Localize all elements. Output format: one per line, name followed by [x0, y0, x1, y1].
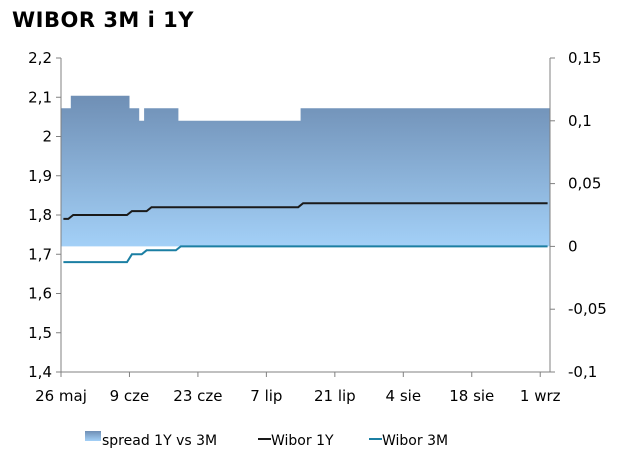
y-left-tick-label: 1,4	[28, 363, 52, 381]
y-right-tick-label: -0,05	[568, 300, 607, 318]
axes: 1,4 1,5 1,6 1,7 1,8 1,9 2 2,1 2,2 -0,1 -0,05 0 0,05 0…	[28, 49, 607, 405]
legend-label: Wibor 1Y	[271, 433, 334, 449]
y-right-tick-label: 0	[568, 237, 578, 255]
y-left-tick-label: 1,6	[28, 285, 52, 303]
legend-swatch-spread	[85, 431, 101, 441]
y-left-tick-label: 1,8	[28, 206, 52, 224]
y-right-tick-label: -0,1	[568, 363, 597, 381]
wibor-1y-line	[63, 202, 548, 220]
y-left-tick-label: 1,7	[28, 245, 52, 263]
legend-label: Wibor 3M	[382, 433, 448, 449]
legend: spread 1Y vs 3M Wibor 1Y Wibor 3M	[85, 431, 448, 449]
plot-area	[61, 95, 550, 264]
x-tick-label: 18 sie	[449, 387, 494, 405]
legend-item-2: Wibor 3M	[369, 433, 448, 449]
x-tick-label: 21 lip	[314, 387, 356, 405]
y-right-tick-label: 0,15	[568, 49, 601, 67]
x-tick-label: 26 maj	[35, 387, 87, 405]
y-left-tick-label: 2,2	[28, 49, 52, 67]
legend-item-1: Wibor 1Y	[258, 433, 334, 449]
x-tick-label: 4 sie	[386, 387, 422, 405]
y-right-tick-label: 0,05	[568, 175, 601, 193]
y-left-tick-label: 1,5	[28, 324, 52, 342]
x-tick-label: 1 wrz	[520, 387, 561, 405]
y-left-tick-label: 2,1	[28, 88, 52, 106]
legend-item-0: spread 1Y vs 3M	[85, 431, 217, 449]
x-tick-label: 23 cze	[173, 387, 222, 405]
spread-area	[61, 95, 550, 247]
y-right-tick-label: 0,1	[568, 112, 592, 130]
x-tick-label: 9 cze	[110, 387, 150, 405]
chart-title: WIBOR 3M i 1Y	[12, 8, 194, 32]
y-left-tick-label: 2	[42, 128, 52, 146]
legend-label: spread 1Y vs 3M	[102, 433, 217, 449]
x-tick-label: 7 lip	[250, 387, 282, 405]
wibor-3m-line	[63, 245, 548, 264]
y-left-tick-label: 1,9	[28, 167, 52, 185]
